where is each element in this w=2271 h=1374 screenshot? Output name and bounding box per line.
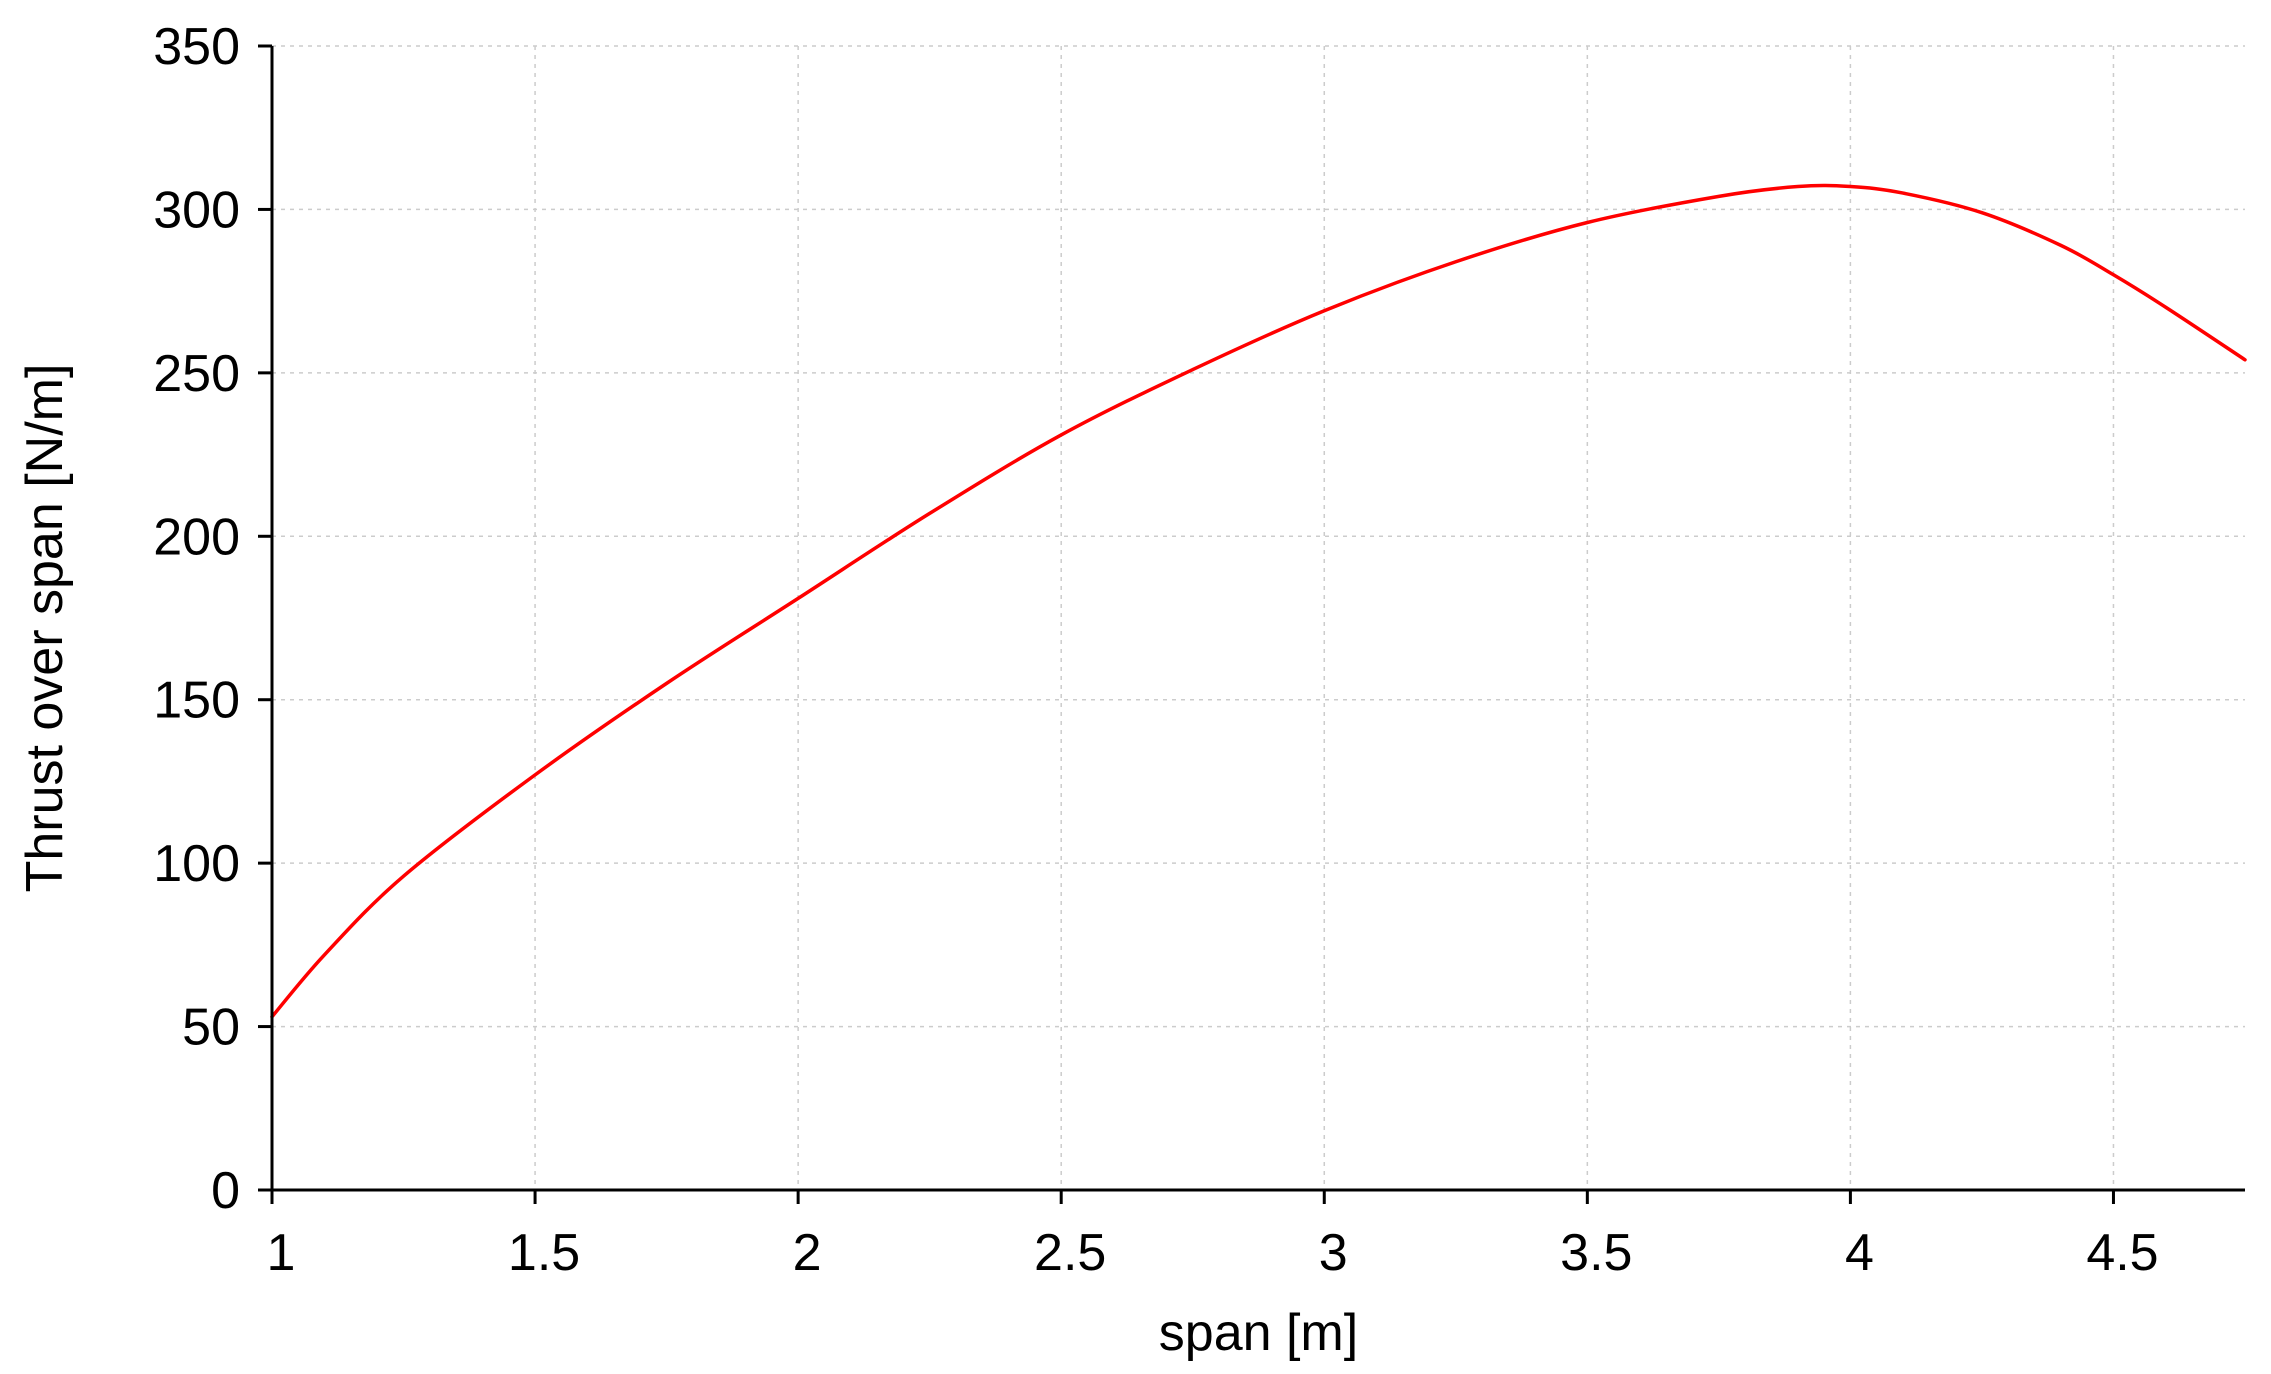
axes	[270, 46, 2245, 1192]
y-tick-label: 300	[153, 181, 240, 239]
y-axis-ticks: 0 50 100 150 200 250 300 350	[153, 18, 272, 1220]
x-tick-label: 3.5	[1560, 1224, 1632, 1282]
series-layer	[270, 183, 2247, 1019]
series-line-0	[270, 183, 2247, 1019]
x-axis-title: span [m]	[1159, 1304, 1358, 1362]
y-tick-label: 150	[153, 672, 240, 730]
y-tick-label: 200	[153, 508, 240, 566]
y-tick-label: 50	[182, 999, 240, 1057]
x-tick-label: 2	[793, 1224, 822, 1282]
y-tick-label: 100	[153, 835, 240, 893]
x-tick-label: 4	[1845, 1224, 1874, 1282]
y-tick-label: 250	[153, 345, 240, 403]
x-tick-label: 2.5	[1034, 1224, 1106, 1282]
y-tick-label: 0	[211, 1162, 240, 1220]
x-tick-label: 4.5	[2086, 1224, 2158, 1282]
x-tick-label: 1.5	[508, 1224, 580, 1282]
x-tick-label: 3	[1319, 1224, 1348, 1282]
y-tick-label: 350	[153, 18, 240, 76]
y-axis-title: Thrust over span [N/m]	[16, 364, 74, 893]
x-axis-ticks: 1 1.5 2 2.5 3 3.5 4 4.5	[267, 1190, 2159, 1282]
x-tick-label: 1	[267, 1224, 296, 1282]
grid-lines	[272, 45, 2245, 1190]
